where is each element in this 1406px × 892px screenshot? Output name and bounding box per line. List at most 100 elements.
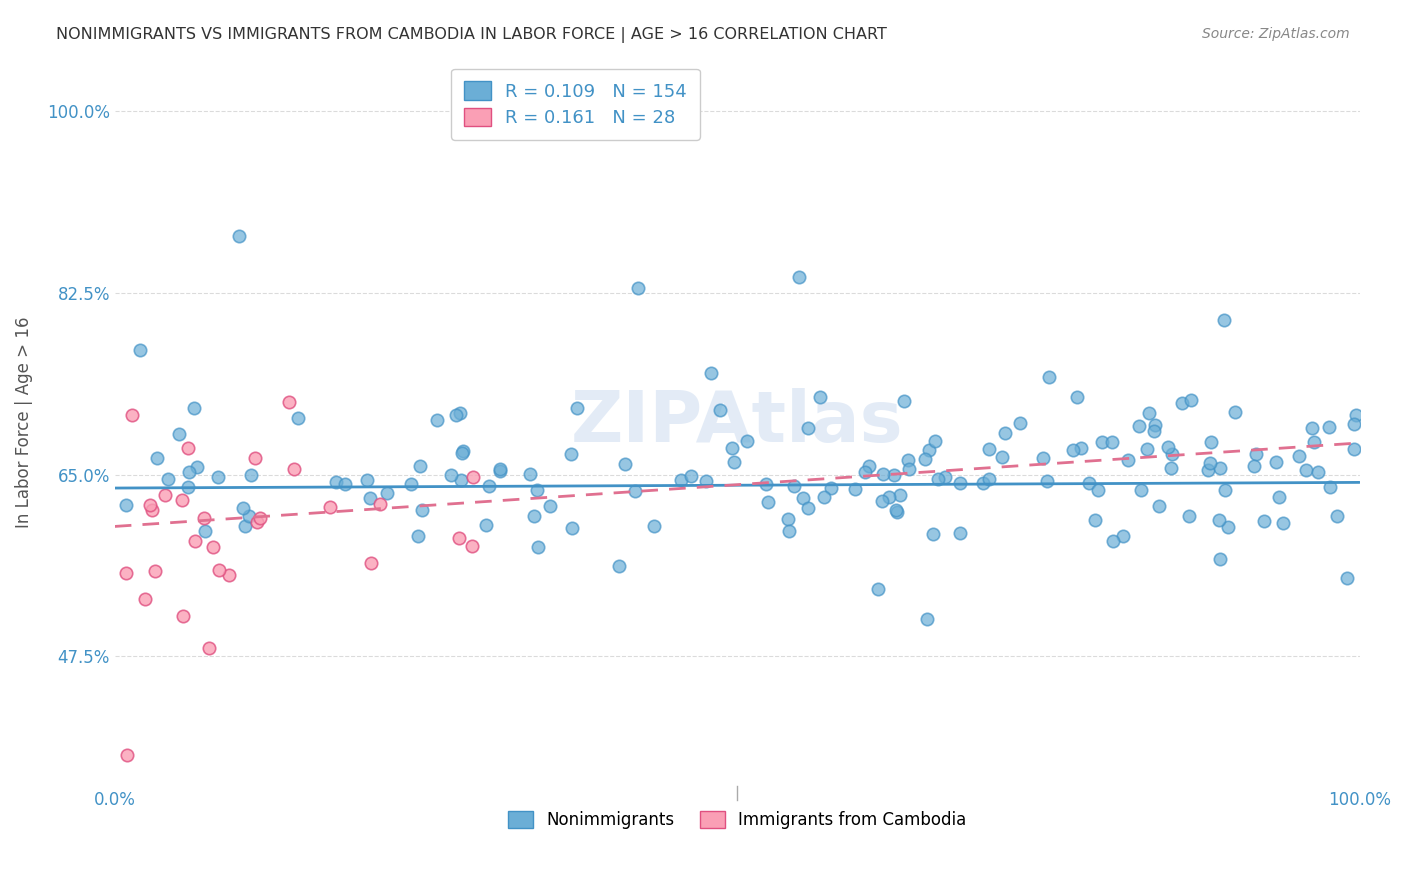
Nonimmigrants bbox=[453, 443, 475, 458]
Nonimmigrants bbox=[886, 505, 908, 519]
Nonimmigrants bbox=[561, 521, 583, 535]
Nonimmigrants bbox=[889, 488, 911, 502]
Nonimmigrants bbox=[1101, 435, 1123, 450]
Nonimmigrants bbox=[1147, 499, 1170, 513]
Immigrants from Cambodia bbox=[177, 441, 200, 455]
Nonimmigrants bbox=[1319, 480, 1341, 494]
Nonimmigrants bbox=[918, 442, 941, 457]
Nonimmigrants bbox=[613, 457, 636, 471]
Nonimmigrants bbox=[157, 471, 180, 485]
Nonimmigrants bbox=[1306, 465, 1329, 479]
Nonimmigrants bbox=[1160, 460, 1182, 475]
Nonimmigrants bbox=[1177, 509, 1199, 524]
Nonimmigrants bbox=[949, 476, 972, 491]
Nonimmigrants bbox=[526, 483, 548, 498]
Immigrants from Cambodia bbox=[115, 747, 138, 762]
Immigrants from Cambodia bbox=[278, 395, 301, 409]
Nonimmigrants bbox=[1035, 474, 1057, 488]
Nonimmigrants bbox=[898, 462, 921, 476]
Nonimmigrants bbox=[994, 426, 1017, 441]
Nonimmigrants bbox=[450, 406, 472, 420]
Nonimmigrants bbox=[886, 502, 908, 516]
Text: ZIPAtlas: ZIPAtlas bbox=[571, 388, 904, 458]
Immigrants from Cambodia bbox=[197, 640, 219, 655]
Nonimmigrants bbox=[1062, 443, 1084, 458]
Nonimmigrants bbox=[723, 455, 745, 469]
Nonimmigrants bbox=[1317, 420, 1340, 434]
Nonimmigrants bbox=[808, 390, 831, 404]
Nonimmigrants bbox=[914, 452, 936, 467]
Nonimmigrants bbox=[877, 491, 900, 505]
Nonimmigrants bbox=[232, 500, 254, 515]
Nonimmigrants bbox=[626, 281, 648, 295]
Nonimmigrants bbox=[624, 483, 647, 498]
Nonimmigrants bbox=[1128, 419, 1150, 434]
Nonimmigrants bbox=[1118, 453, 1140, 467]
Nonimmigrants bbox=[287, 411, 309, 425]
Immigrants from Cambodia bbox=[193, 511, 215, 525]
Nonimmigrants bbox=[1208, 513, 1230, 527]
Nonimmigrants bbox=[207, 470, 229, 484]
Nonimmigrants bbox=[1225, 405, 1247, 419]
Immigrants from Cambodia bbox=[153, 488, 176, 502]
Immigrants from Cambodia bbox=[201, 540, 224, 554]
Nonimmigrants bbox=[177, 465, 200, 479]
Nonimmigrants bbox=[820, 481, 842, 495]
Nonimmigrants bbox=[440, 467, 463, 482]
Nonimmigrants bbox=[1144, 418, 1167, 433]
Nonimmigrants bbox=[1244, 447, 1267, 461]
Nonimmigrants bbox=[1161, 447, 1184, 461]
Nonimmigrants bbox=[1032, 450, 1054, 465]
Nonimmigrants bbox=[519, 467, 541, 481]
Nonimmigrants bbox=[177, 480, 200, 494]
Nonimmigrants bbox=[146, 451, 169, 466]
Nonimmigrants bbox=[475, 517, 498, 532]
Nonimmigrants bbox=[1010, 417, 1032, 431]
Nonimmigrants bbox=[870, 494, 893, 508]
Immigrants from Cambodia bbox=[141, 502, 163, 516]
Nonimmigrants bbox=[1084, 513, 1107, 527]
Immigrants from Cambodia bbox=[172, 492, 194, 507]
Nonimmigrants bbox=[1336, 571, 1358, 585]
Immigrants from Cambodia bbox=[121, 408, 143, 422]
Nonimmigrants bbox=[228, 229, 250, 244]
Nonimmigrants bbox=[233, 519, 256, 533]
Nonimmigrants bbox=[446, 408, 468, 422]
Nonimmigrants bbox=[695, 474, 717, 488]
Nonimmigrants bbox=[1295, 463, 1317, 477]
Nonimmigrants bbox=[356, 473, 378, 487]
Immigrants from Cambodia bbox=[368, 497, 391, 511]
Nonimmigrants bbox=[1038, 370, 1060, 384]
Nonimmigrants bbox=[1344, 408, 1367, 422]
Nonimmigrants bbox=[979, 472, 1001, 486]
Nonimmigrants bbox=[1157, 440, 1180, 454]
Nonimmigrants bbox=[1213, 313, 1236, 327]
Nonimmigrants bbox=[783, 478, 806, 492]
Nonimmigrants bbox=[1102, 534, 1125, 549]
Nonimmigrants bbox=[607, 559, 630, 574]
Immigrants from Cambodia bbox=[138, 498, 160, 512]
Nonimmigrants bbox=[1264, 455, 1286, 469]
Nonimmigrants bbox=[1137, 406, 1160, 420]
Nonimmigrants bbox=[893, 393, 915, 408]
Nonimmigrants bbox=[778, 524, 800, 539]
Nonimmigrants bbox=[858, 458, 880, 473]
Immigrants from Cambodia bbox=[143, 564, 166, 578]
Nonimmigrants bbox=[1326, 509, 1348, 524]
Nonimmigrants bbox=[1343, 417, 1365, 432]
Nonimmigrants bbox=[167, 427, 190, 442]
Nonimmigrants bbox=[789, 270, 811, 285]
Nonimmigrants bbox=[979, 442, 1001, 456]
Nonimmigrants bbox=[883, 468, 905, 483]
Immigrants from Cambodia bbox=[319, 500, 342, 515]
Nonimmigrants bbox=[115, 498, 138, 512]
Nonimmigrants bbox=[844, 482, 866, 496]
Nonimmigrants bbox=[399, 477, 422, 491]
Nonimmigrants bbox=[239, 468, 262, 483]
Nonimmigrants bbox=[681, 469, 703, 483]
Nonimmigrants bbox=[325, 475, 347, 489]
Nonimmigrants bbox=[451, 445, 474, 459]
Nonimmigrants bbox=[375, 486, 398, 500]
Nonimmigrants bbox=[855, 465, 877, 479]
Nonimmigrants bbox=[1129, 483, 1152, 497]
